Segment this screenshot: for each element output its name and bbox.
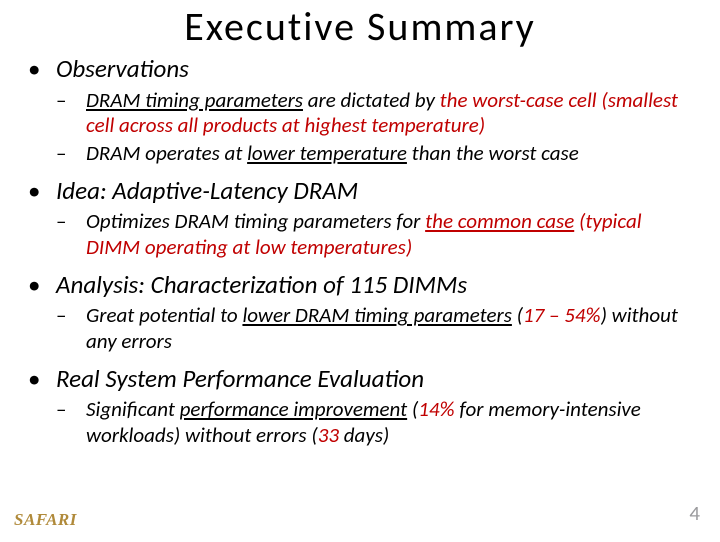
sub-item: –Optimizes DRAM timing parameters for th… — [56, 209, 692, 260]
section-heading-text: Analysis: Characterization of 115 DIMMs — [56, 271, 467, 300]
page-number: 4 — [689, 500, 700, 526]
bullet-icon: • — [28, 177, 56, 206]
slide-title: Executive Summary — [0, 2, 720, 51]
section-heading-text: Idea: Adaptive-Latency DRAM — [56, 177, 358, 206]
dash-icon: – — [56, 209, 86, 260]
dash-icon: – — [56, 88, 86, 139]
sub-item-text: Optimizes DRAM timing parameters for the… — [86, 209, 692, 260]
section-heading: •Analysis: Characterization of 115 DIMMs — [28, 271, 692, 300]
section-heading-text: Real System Performance Evaluation — [56, 365, 424, 394]
sub-item: –Great potential to lower DRAM timing pa… — [56, 303, 692, 354]
sub-item: –DRAM timing parameters are dictated by … — [56, 88, 692, 139]
bullet-icon: • — [28, 55, 56, 84]
dash-icon: – — [56, 141, 86, 167]
section-heading-text: Observations — [56, 55, 189, 84]
bullet-icon: • — [28, 365, 56, 394]
dash-icon: – — [56, 397, 86, 448]
slide-content: •Observations–DRAM timing parameters are… — [0, 55, 720, 448]
sub-item-text: DRAM operates at lower temperature than … — [86, 141, 579, 167]
section-heading: •Observations — [28, 55, 692, 84]
sub-item: –Significant performance improvement (14… — [56, 397, 692, 448]
safari-logo: SAFARI — [14, 510, 77, 530]
dash-icon: – — [56, 303, 86, 354]
sub-item-text: Great potential to lower DRAM timing par… — [86, 303, 692, 354]
bullet-icon: • — [28, 271, 56, 300]
section-heading: •Real System Performance Evaluation — [28, 365, 692, 394]
sub-item-text: DRAM timing parameters are dictated by t… — [86, 88, 692, 139]
sub-item: –DRAM operates at lower temperature than… — [56, 141, 692, 167]
section-heading: •Idea: Adaptive-Latency DRAM — [28, 177, 692, 206]
sub-item-text: Significant performance improvement (14%… — [86, 397, 692, 448]
